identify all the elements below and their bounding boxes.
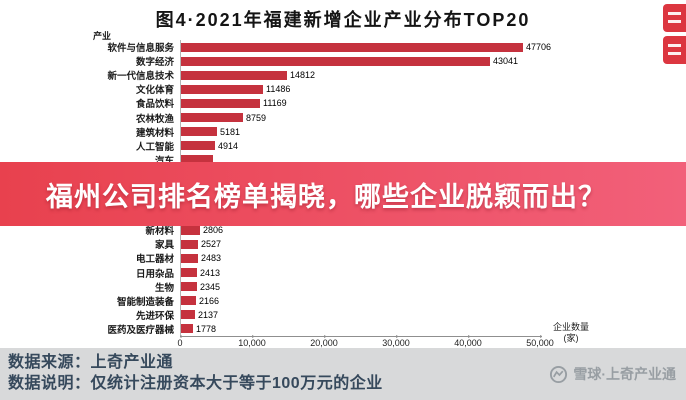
- bar-row: 医药及医疗器械 1778: [0, 322, 660, 336]
- bar-rows: 软件与信息服务 47706 数字经济 43041 新一代信息技术 14812 文…: [0, 40, 660, 336]
- bar-row: 农林牧渔 8759: [0, 110, 660, 125]
- bar-value: 11169: [263, 98, 287, 109]
- bar-label: 农林牧渔: [135, 113, 174, 125]
- x-tick-1: 10,000: [238, 335, 266, 348]
- bar-label: 生物: [154, 282, 174, 294]
- bar-label: 新材料: [145, 226, 174, 238]
- bar-label: 数字经济: [135, 57, 174, 69]
- bar-value: 2527: [201, 239, 222, 250]
- bar: [180, 84, 263, 94]
- data-source-line: 数据来源：上奇产业通: [8, 354, 174, 371]
- chart-title: 图4·2021年福建新增企业产业分布TOP20: [155, 10, 531, 30]
- bar-row: 人工智能 4914: [0, 139, 660, 153]
- bar-value: 2413: [200, 267, 221, 278]
- bar-row: 日用杂品 2413: [0, 266, 660, 280]
- bar-row: 电工器材 2483: [0, 251, 660, 265]
- bar: [180, 70, 287, 80]
- bar-label: 日用杂品: [135, 268, 174, 280]
- bar-label: 医药及医疗器械: [107, 324, 174, 336]
- y-axis-label: 产业: [93, 31, 112, 41]
- bar: [180, 324, 193, 334]
- bar-value: 8759: [246, 112, 267, 123]
- bar-label: 人工智能: [135, 141, 174, 153]
- bar-row: 智能制造装备 2166: [0, 294, 660, 308]
- bar-row: 先进环保 2137: [0, 308, 660, 322]
- watermark-text: 雪球·上奇产业通: [573, 366, 676, 382]
- bar: [180, 296, 196, 306]
- x-axis-title-line1: 企业数量: [552, 322, 589, 332]
- bar-value: 47706: [526, 42, 552, 53]
- bar: [180, 42, 523, 52]
- bar-row: 新材料 2806: [0, 223, 660, 237]
- bar-value: 2345: [200, 281, 221, 292]
- bar: [180, 225, 200, 235]
- bar-value: 43041: [493, 56, 519, 67]
- bar-label: 先进环保: [135, 310, 174, 322]
- data-note-line: 数据说明：仅统计注册资本大于等于100万元的企业: [8, 375, 383, 392]
- bar-row: 文化体育 11486: [0, 82, 660, 96]
- bar-label: 软件与信息服务: [107, 43, 174, 55]
- x-axis-line: [180, 336, 542, 337]
- x-tick-5: 50,000: [526, 335, 554, 348]
- bar: [180, 253, 198, 263]
- bar: [180, 155, 213, 165]
- bar-value: 2166: [199, 295, 220, 306]
- watermark: 雪球·上奇产业通: [549, 364, 676, 384]
- bar: [180, 127, 217, 137]
- x-tick-4: 40,000: [454, 335, 482, 348]
- bar-label: 汽车: [0, 153, 180, 167]
- bar-value: 2806: [203, 225, 224, 236]
- bar-value: 1778: [196, 323, 217, 334]
- bar-row: 家具 2527: [0, 237, 660, 251]
- bar-row: 软件与信息服务 47706: [0, 40, 660, 54]
- x-tick-0: 0: [177, 335, 183, 348]
- bar-row: 新一代信息技术 14812: [0, 68, 660, 82]
- xueqiu-logo-icon: [550, 365, 568, 383]
- bar-label: 食品饮料: [135, 99, 174, 111]
- bar-row: 数字经济 43041: [0, 54, 660, 68]
- bar-value: 2137: [198, 309, 219, 320]
- bar: [180, 282, 197, 292]
- headline-text: 福州公司排名榜单揭晓，哪些企业脱颖而出？: [46, 181, 606, 212]
- bar-label: 新一代信息技术: [107, 71, 174, 83]
- bar-row: 建筑材料 5181: [0, 125, 660, 139]
- bar-label: 家具: [154, 240, 174, 252]
- side-badge-top[interactable]: [663, 4, 686, 32]
- footer: 数据来源：上奇产业通 数据说明：仅统计注册资本大于等于100万元的企业: [0, 348, 686, 400]
- bar-value: 4914: [218, 140, 239, 151]
- bar-row: 汽车: [0, 153, 660, 167]
- bar: [180, 239, 198, 249]
- bar-value: 11486: [266, 84, 291, 95]
- x-tick-2: 20,000: [310, 335, 338, 348]
- bar: [180, 141, 215, 151]
- x-axis-title: 企业数量 (家): [544, 322, 598, 343]
- bar-label: 建筑材料: [135, 127, 174, 139]
- bar-value: 2483: [201, 253, 222, 264]
- bar-label: 文化体育: [135, 85, 174, 97]
- bar: [180, 268, 197, 278]
- bar: [180, 310, 195, 320]
- x-tick-3: 30,000: [382, 335, 410, 348]
- bar: [180, 98, 260, 108]
- bar: [180, 56, 490, 66]
- bar-value: 14812: [290, 70, 316, 81]
- bar-row: 食品饮料 11169: [0, 96, 660, 110]
- headline-banner: 福州公司排名榜单揭晓，哪些企业脱颖而出？: [0, 162, 686, 226]
- x-axis-title-line2: (家): [563, 332, 579, 343]
- bar: [180, 113, 243, 123]
- side-badge-bottom[interactable]: [663, 36, 686, 64]
- bar-label: 智能制造装备: [116, 296, 174, 308]
- bar-row: 生物 2345: [0, 280, 660, 294]
- bar-label: 电工器材: [135, 254, 174, 266]
- bar-value: 5181: [220, 126, 241, 137]
